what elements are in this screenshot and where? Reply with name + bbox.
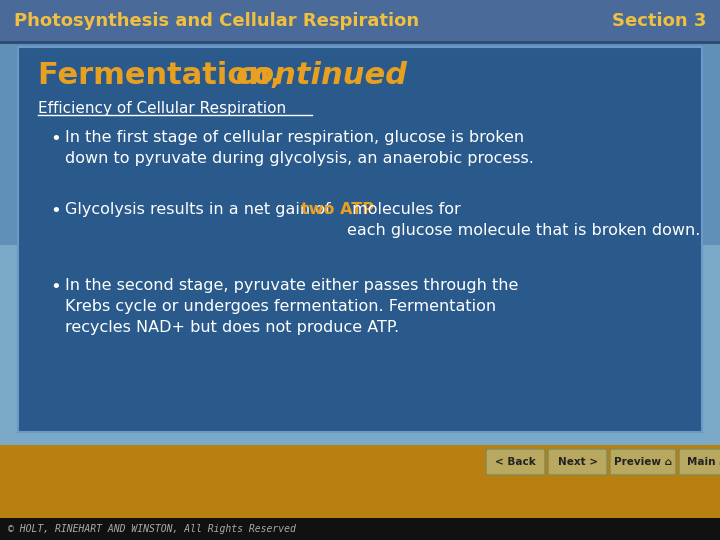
Text: two ATP: two ATP (301, 202, 374, 217)
FancyBboxPatch shape (18, 47, 702, 432)
Text: In the first stage of cellular respiration, glucose is broken
down to pyruvate d: In the first stage of cellular respirati… (65, 130, 534, 166)
Text: molecules for
each glucose molecule that is broken down.: molecules for each glucose molecule that… (346, 202, 700, 238)
Text: Efficiency of Cellular Respiration: Efficiency of Cellular Respiration (38, 100, 286, 116)
Bar (0, 0, 720, 42)
Text: Fermentation,: Fermentation, (38, 60, 292, 90)
FancyBboxPatch shape (610, 449, 676, 475)
Text: •: • (50, 278, 60, 296)
FancyBboxPatch shape (679, 449, 720, 475)
Text: Main ⌂: Main ⌂ (688, 457, 720, 467)
Bar (0, 440, 720, 540)
FancyBboxPatch shape (486, 449, 545, 475)
Text: Photosynthesis and Cellular Respiration: Photosynthesis and Cellular Respiration (14, 12, 419, 30)
FancyBboxPatch shape (548, 449, 607, 475)
Text: < Back: < Back (495, 457, 536, 467)
Text: Section 3: Section 3 (611, 12, 706, 30)
Text: •: • (50, 202, 60, 220)
Bar (0, 245, 720, 445)
Text: © HOLT, RINEHART AND WINSTON, All Rights Reserved: © HOLT, RINEHART AND WINSTON, All Rights… (8, 524, 296, 534)
Text: Preview ⌂: Preview ⌂ (614, 457, 672, 467)
Bar (0, 518, 720, 540)
Text: Glycolysis results in a net gain of: Glycolysis results in a net gain of (65, 202, 336, 217)
Text: continued: continued (236, 60, 408, 90)
Text: •: • (50, 130, 60, 148)
Text: In the second stage, pyruvate either passes through the
Krebs cycle or undergoes: In the second stage, pyruvate either pas… (65, 278, 518, 335)
Text: Next >: Next > (557, 457, 598, 467)
